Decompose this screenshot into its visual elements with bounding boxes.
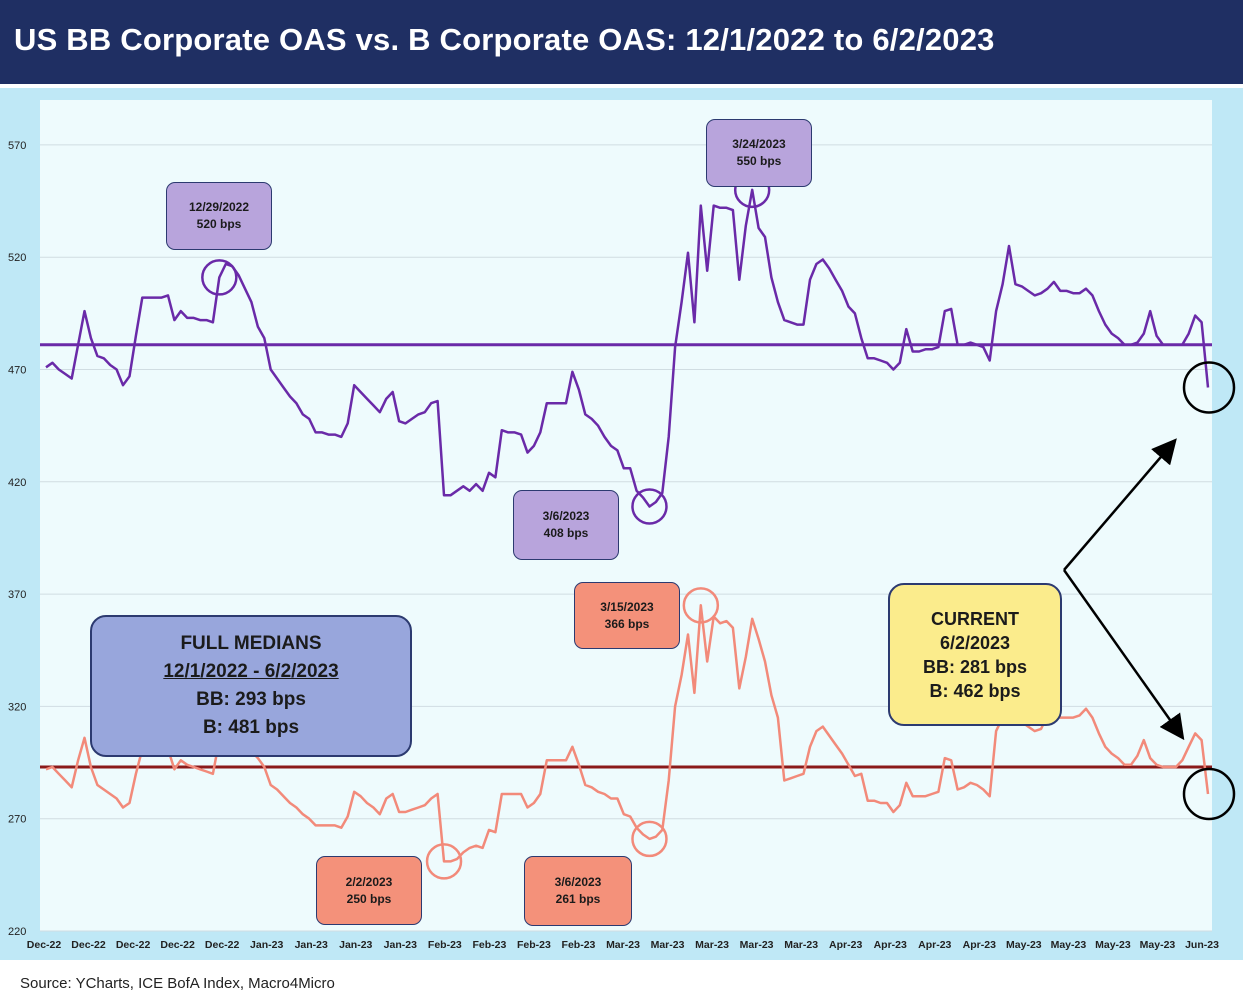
medians-title: FULL MEDIANS xyxy=(180,633,322,654)
x-tick-label: Dec-22 xyxy=(71,939,106,951)
x-tick-label: Mar-23 xyxy=(651,939,685,951)
x-tick-label: Apr-23 xyxy=(829,939,862,951)
x-tick-label: Jun-23 xyxy=(1185,939,1219,951)
x-tick-label: Apr-23 xyxy=(918,939,951,951)
full-medians-box: FULL MEDIANS 12/1/2022 - 6/2/2023 BB: 29… xyxy=(90,615,412,757)
medians-period: 12/1/2022 - 6/2/2023 xyxy=(163,661,339,682)
chart-frame: 220 270 320 370 420 470 520 570 Dec-22 Dec-22 Dec-… xyxy=(0,88,1243,960)
callout-value: 520 bps xyxy=(196,217,242,231)
x-tick-label: May-23 xyxy=(1095,939,1131,951)
x-tick-label: Dec-22 xyxy=(205,939,240,951)
current-bb: BB: 281 bps xyxy=(922,656,1028,677)
y-tick-label: 470 xyxy=(8,365,26,377)
medians-b: B: 481 bps xyxy=(202,717,300,738)
current-date: 6/2/2023 xyxy=(939,632,1011,653)
callout-value: 550 bps xyxy=(736,154,782,168)
callout-value: 366 bps xyxy=(604,616,650,631)
callout-b-mar06: 3/6/2023 408 bps xyxy=(513,490,619,560)
y-tick-label: 520 xyxy=(8,252,26,264)
x-tick-label: Feb-23 xyxy=(472,939,506,951)
title-bar: US BB Corporate OAS vs. B Corporate OAS:… xyxy=(0,0,1243,84)
current-title: CURRENT xyxy=(931,608,1019,629)
current-b-marker xyxy=(1182,361,1236,414)
callout-value: 261 bps xyxy=(555,892,601,906)
callout-value: 250 bps xyxy=(346,891,392,906)
y-tick-label: 270 xyxy=(8,814,26,826)
x-tick-label: May-23 xyxy=(1051,939,1087,951)
callout-date: 2/2/2023 xyxy=(345,874,393,889)
x-tick-label: May-23 xyxy=(1006,939,1042,951)
callout-date: 3/15/2023 xyxy=(600,599,654,614)
current-b: B: 462 bps xyxy=(929,680,1021,701)
x-tick-label: Jan-23 xyxy=(384,939,417,951)
x-tick-label: Feb-23 xyxy=(428,939,462,951)
y-tick-label: 220 xyxy=(8,926,26,938)
callout-date: 12/29/2022 xyxy=(188,200,250,214)
callout-value: 408 bps xyxy=(543,526,589,540)
callout-date: 3/24/2023 xyxy=(732,137,786,151)
x-tick-label: Mar-23 xyxy=(606,939,640,951)
x-tick-label: Mar-23 xyxy=(784,939,818,951)
callout-marker-4 xyxy=(425,843,463,880)
y-tick-label: 320 xyxy=(8,701,26,713)
callout-bb-mar15: 3/15/2023 366 bps xyxy=(574,582,680,649)
x-tick-label: Jan-23 xyxy=(250,939,283,951)
medians-bb: BB: 293 bps xyxy=(196,689,306,710)
current-arrow-b xyxy=(1063,438,1177,571)
callout-marker-2 xyxy=(631,488,668,525)
callout-date: 3/6/2023 xyxy=(542,509,590,523)
x-tick-label: Dec-22 xyxy=(116,939,151,951)
y-tick-label: 570 xyxy=(8,140,26,152)
x-tick-label: Feb-23 xyxy=(562,939,596,951)
callout-marker-5 xyxy=(631,820,668,858)
y-tick-label: 420 xyxy=(8,477,26,489)
x-tick-label: Jan-23 xyxy=(295,939,328,951)
current-box: CURRENT 6/2/2023 BB: 281 bps B: 462 bps xyxy=(888,583,1062,726)
source-note: Source: YCharts, ICE BofA Index, Macro4M… xyxy=(20,975,335,992)
y-tick-label: 370 xyxy=(8,589,26,601)
current-arrow-bb xyxy=(1062,569,1185,741)
x-tick-label: Feb-23 xyxy=(517,939,551,951)
x-tick-label: Dec-22 xyxy=(160,939,195,951)
b-series-line xyxy=(45,188,1210,508)
callout-marker-3 xyxy=(682,587,720,624)
callout-b-dec29: 12/29/2022 520 bps xyxy=(166,182,272,250)
x-tick-label: Apr-23 xyxy=(874,939,907,951)
x-tick-label: Mar-23 xyxy=(740,939,774,951)
x-tick-label: Mar-23 xyxy=(695,939,729,951)
callout-b-mar24: 3/24/2023 550 bps xyxy=(706,119,812,187)
x-tick-label: May-23 xyxy=(1140,939,1176,951)
x-tick-label: Dec-22 xyxy=(27,939,62,951)
callout-marker-0 xyxy=(201,259,238,296)
callout-date: 3/6/2023 xyxy=(554,875,602,889)
callout-bb-feb02: 2/2/2023 250 bps xyxy=(316,856,422,925)
source-bar: Source: YCharts, ICE BofA Index, Macro4M… xyxy=(0,962,1243,1000)
current-bb-marker xyxy=(1182,767,1236,821)
x-tick-label: Apr-23 xyxy=(963,939,996,951)
callout-bb-mar06: 3/6/2023 261 bps xyxy=(524,856,632,926)
x-tick-label: Jan-23 xyxy=(339,939,372,951)
chart-title: US BB Corporate OAS vs. B Corporate OAS:… xyxy=(14,22,995,57)
